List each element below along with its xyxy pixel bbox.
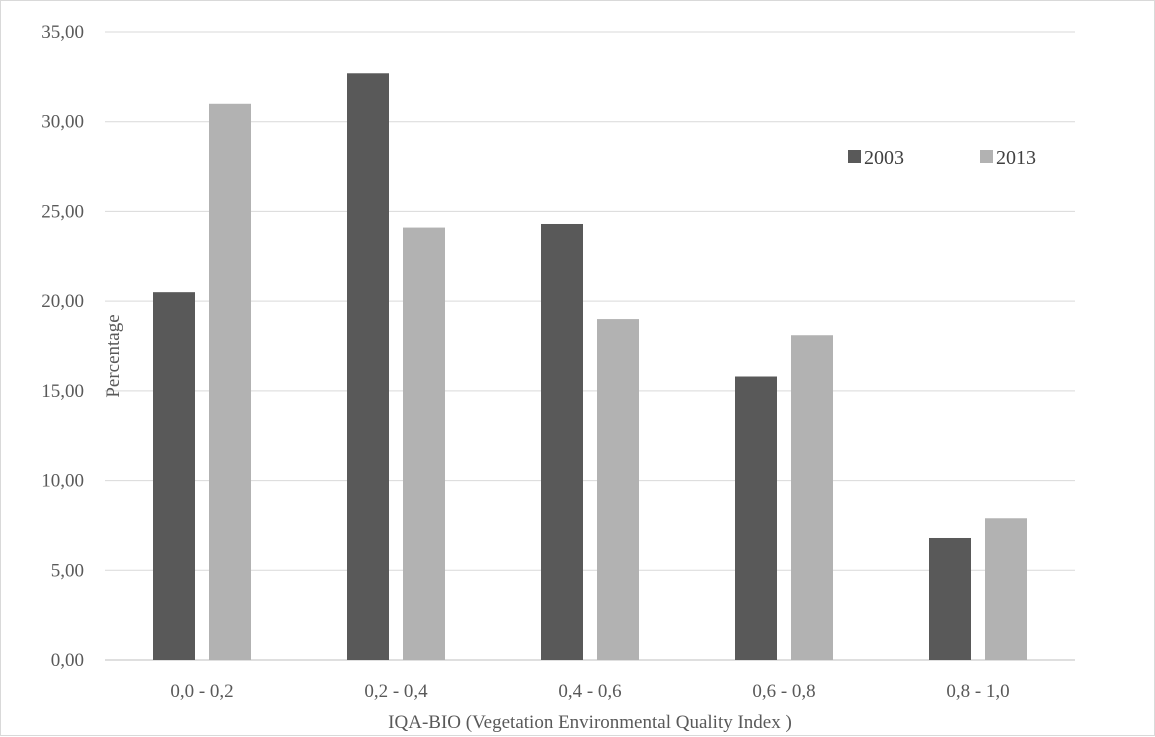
bar-2013-1 (209, 103, 251, 661)
legend-swatch-2013 (980, 150, 993, 163)
legend-label-2003: 2003 (864, 147, 904, 169)
y-tick-label: 30,00 (41, 112, 84, 133)
y-axis-title: Percentage (103, 314, 124, 397)
bars (153, 73, 1027, 661)
x-tick-labels: 0,0 - 0,2 0,2 - 0,4 0,4 - 0,6 0,6 - 0,8 0,8 … (170, 681, 1009, 702)
bar-2003-1 (153, 292, 195, 660)
y-tick-label: 5,00 (51, 560, 84, 581)
legend-label-2013: 2013 (996, 147, 1036, 169)
y-tick-labels: 0,00 5,00 10,00 15,00 20,00 25,00 30,00 35,00 (41, 22, 84, 671)
x-tick-label: 0,4 - 0,6 (558, 681, 621, 702)
x-tick-label: 0,2 - 0,4 (364, 681, 428, 702)
y-tick-label: 35,00 (41, 22, 84, 43)
bar-2003-4 (735, 376, 777, 660)
x-tick-label: 0,8 - 1,0 (946, 681, 1009, 702)
y-tick-label: 0,00 (51, 650, 84, 671)
bar-2013-2 (403, 227, 445, 660)
y-tick-label: 15,00 (41, 381, 84, 402)
bar-2013-4 (791, 335, 833, 660)
bar-2013-3 (597, 319, 639, 660)
x-tick-label: 0,0 - 0,2 (170, 681, 233, 702)
legend: 2003 2013 (848, 147, 1036, 169)
y-tick-label: 10,00 (41, 471, 84, 492)
bar-2003-3 (541, 223, 583, 660)
y-tick-label: 20,00 (41, 291, 84, 312)
bar-2003-5 (929, 537, 971, 660)
bar-2013-5 (985, 518, 1027, 660)
x-axis-title: IQA-BIO (Vegetation Environmental Qualit… (388, 712, 792, 733)
y-tick-label: 25,00 (41, 201, 84, 222)
legend-swatch-2003 (848, 150, 861, 163)
x-tick-label: 0,6 - 0,8 (752, 681, 815, 702)
bar-2003-2 (347, 73, 389, 661)
gridlines (105, 31, 1075, 661)
